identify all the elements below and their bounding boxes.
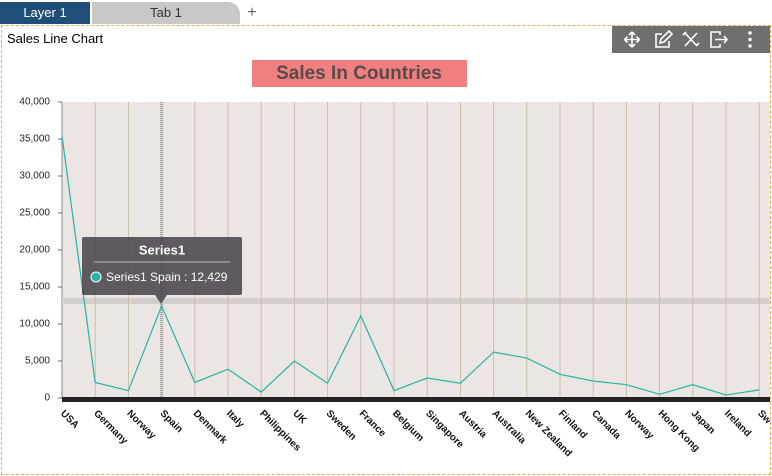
toolbar [612,26,770,53]
x-tick-label: USA [58,408,81,431]
add-tab[interactable]: + [247,4,257,21]
x-tick-label: Norway [124,408,158,442]
settings-icon[interactable] [682,31,700,47]
x-tick-label: UK [290,408,309,427]
x-tick-label: Austria [456,408,488,440]
x-tick-label: Finland [556,408,589,441]
tab[interactable]: Layer 1 [0,2,90,24]
x-axis [62,397,770,402]
chart: Sales In Countries 0 5,000 10,000 15,000 20,… [19,60,770,459]
tooltip: Series1 Series1 Spain : 12,429 [82,237,242,304]
x-tick-label: Japan [689,408,717,436]
y-tick-label: 20,000 [19,245,50,256]
crosshair-h [62,298,770,304]
export-icon[interactable] [710,31,729,48]
x-tick-label: Denmark [191,408,229,446]
y-tick-label: 30,000 [19,171,50,182]
y-tick-label: 40,000 [19,97,50,108]
tooltip-text: Series1 Spain : 12,429 [106,270,228,284]
edit-icon[interactable] [655,29,674,48]
y-tick-label: 15,000 [19,282,50,293]
y-tick-label: 0 [44,393,50,404]
y-tick-label: 35,000 [19,134,50,145]
tooltip-arrow [155,295,167,304]
x-tick-label: Ireland [722,408,753,439]
x-tick-label: Sweden [324,408,359,443]
more-icon[interactable] [748,31,752,48]
x-tick-label: Sw [755,408,770,426]
x-tick-label: Canada [589,408,623,442]
x-tick-label: Germany [91,408,130,447]
x-tick-label: Belgium [390,408,426,444]
x-tick-label: Spain [158,408,185,435]
x-tick-label: Italy [224,408,246,430]
x-tick-label: Norway [622,408,656,442]
x-tick-label: France [357,408,388,439]
widget: Sales Line Chart Sales In Countries 0 5,0… [1,25,771,475]
widget-title: Sales Line Chart [7,31,104,46]
move-icon[interactable] [623,31,641,48]
line [61,135,760,396]
y-tick-label: 25,000 [19,208,50,219]
title-bg [252,60,467,87]
y-tick-label: 5,000 [25,356,50,367]
tab[interactable]: Tab 1 [92,2,240,24]
y-tick-label: 10,000 [19,319,50,330]
tooltip-title: Series1 [139,242,185,257]
tooltip-marker [90,271,102,283]
tooltip-bg [82,237,242,295]
chart-title: Sales In Countries [276,63,442,84]
x-tick-label: Australia [490,408,528,446]
